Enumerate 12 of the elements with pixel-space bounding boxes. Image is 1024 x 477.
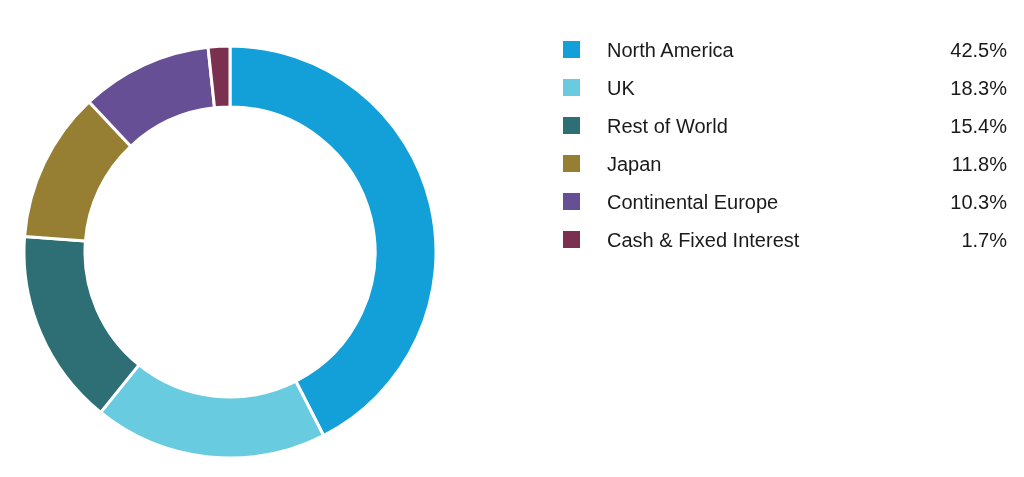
data-label: 15.4% bbox=[950, 114, 1008, 137]
legend-label: Continental Europe bbox=[607, 190, 779, 213]
legend-label: North America bbox=[607, 38, 735, 61]
legend-label: Japan bbox=[607, 152, 662, 175]
legend-label: Cash & Fixed Interest bbox=[607, 228, 800, 251]
legend-label: UK bbox=[607, 76, 636, 99]
legend-label: Rest of World bbox=[607, 114, 728, 137]
data-label: 42.5% bbox=[950, 38, 1008, 61]
data-label: 1.7% bbox=[961, 228, 1008, 251]
data-label: 10.3% bbox=[950, 190, 1008, 213]
data-label: 18.3% bbox=[950, 76, 1008, 99]
data-label: 11.8% bbox=[951, 152, 1008, 175]
